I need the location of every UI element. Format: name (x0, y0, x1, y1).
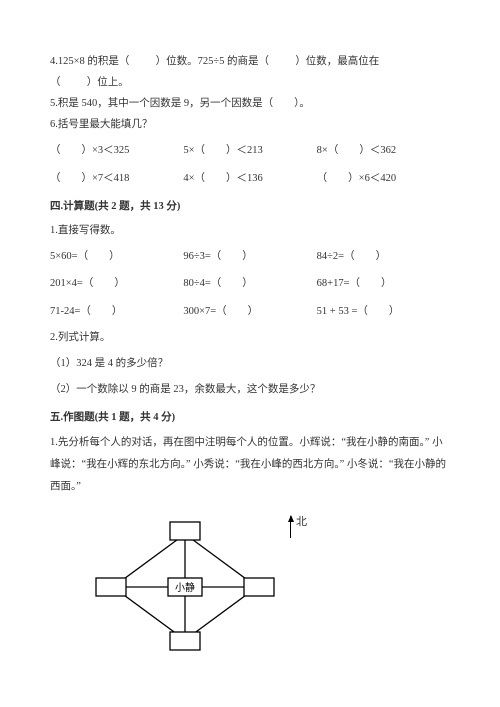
q4-text4: （ (50, 77, 61, 88)
q6-r2c3: （ ）×6＜420 (317, 169, 450, 189)
calc-r1c2: 96÷3=（ ） (183, 247, 316, 267)
section-4-p22: （2）一个数除以 9 的商是 23，余数最大，这个数是多少？ (50, 380, 450, 400)
section-4-sub2: 2.列式计算。 (50, 328, 450, 348)
direction-diagram: 北 小静 (90, 512, 320, 682)
q4-blank1 (132, 56, 153, 67)
question-6-row1: （ ）×3＜325 5×（ ）＜213 8×（ ）＜362 (50, 141, 450, 161)
calc-row2: 201×4=（ ） 80÷4=（ ） 68+17=（ ） (50, 274, 450, 294)
q4-text2: ）位数。725÷5 的商是（ (156, 56, 269, 67)
calc-r3c2: 300×7=（ ） (183, 302, 316, 322)
section-4-p21: （1）324 是 4 的多少倍？ (50, 354, 450, 374)
calc-row1: 5×60=（ ） 96÷3=（ ） 84÷2=（ ） (50, 247, 450, 267)
calc-r1c3: 84÷2=（ ） (317, 247, 450, 267)
q4-text3: ）位数，最高位在 (295, 56, 379, 67)
q6-r2c2: 4×（ ）＜136 (183, 169, 316, 189)
q6-r2c1: （ ）×7＜418 (50, 169, 183, 189)
calc-r2c1: 201×4=（ ） (50, 274, 183, 294)
question-5: 5.积是 540，其中一个因数是 9，另一个因数是（ ）。 (50, 94, 450, 114)
section-5-title: 五.作图题(共 1 题，共 4 分) (50, 408, 450, 428)
q6-r1c1: （ ）×3＜325 (50, 141, 183, 161)
section-5-body: 1.先分析每个人的对话，再在图中注明每个人的位置。小辉说：“我在小静的南面。” … (50, 432, 450, 498)
question-6-title: 6.括号里最大能填几？ (50, 115, 450, 135)
q6-r1c3: 8×（ ）＜362 (317, 141, 450, 161)
q4-text5: ）位上。 (87, 77, 129, 88)
calc-r2c3: 68+17=（ ） (317, 274, 450, 294)
q4-blank2 (272, 56, 293, 67)
calc-r3c1: 71-24=（ ） (50, 302, 183, 322)
question-4-line1: 4.125×8 的积是（ ）位数。725÷5 的商是（ ）位数，最高位在 (50, 52, 450, 72)
diagram-svg: 小静 (90, 512, 280, 662)
calc-r2c2: 80÷4=（ ） (183, 274, 316, 294)
q6-r1c2: 5×（ ）＜213 (183, 141, 316, 161)
north-label: 北 (296, 512, 307, 533)
calc-r1c1: 5×60=（ ） (50, 247, 183, 267)
question-6-row2: （ ）×7＜418 4×（ ）＜136 （ ）×6＜420 (50, 169, 450, 189)
section-4-sub1: 1.直接写得数。 (50, 221, 450, 241)
north-arrow-icon (290, 516, 291, 538)
calc-r3c3: 51 + 53 =（ ） (317, 302, 450, 322)
calc-row3: 71-24=（ ） 300×7=（ ） 51 + 53 =（ ） (50, 302, 450, 322)
section-4-title: 四.计算题(共 2 题，共 13 分) (50, 197, 450, 217)
q4-text1: 4.125×8 的积是（ (50, 56, 129, 67)
question-4-line2: （ ）位上。 (50, 73, 450, 93)
diagram-center-label: 小静 (175, 581, 195, 594)
q4-blank3 (63, 77, 84, 88)
